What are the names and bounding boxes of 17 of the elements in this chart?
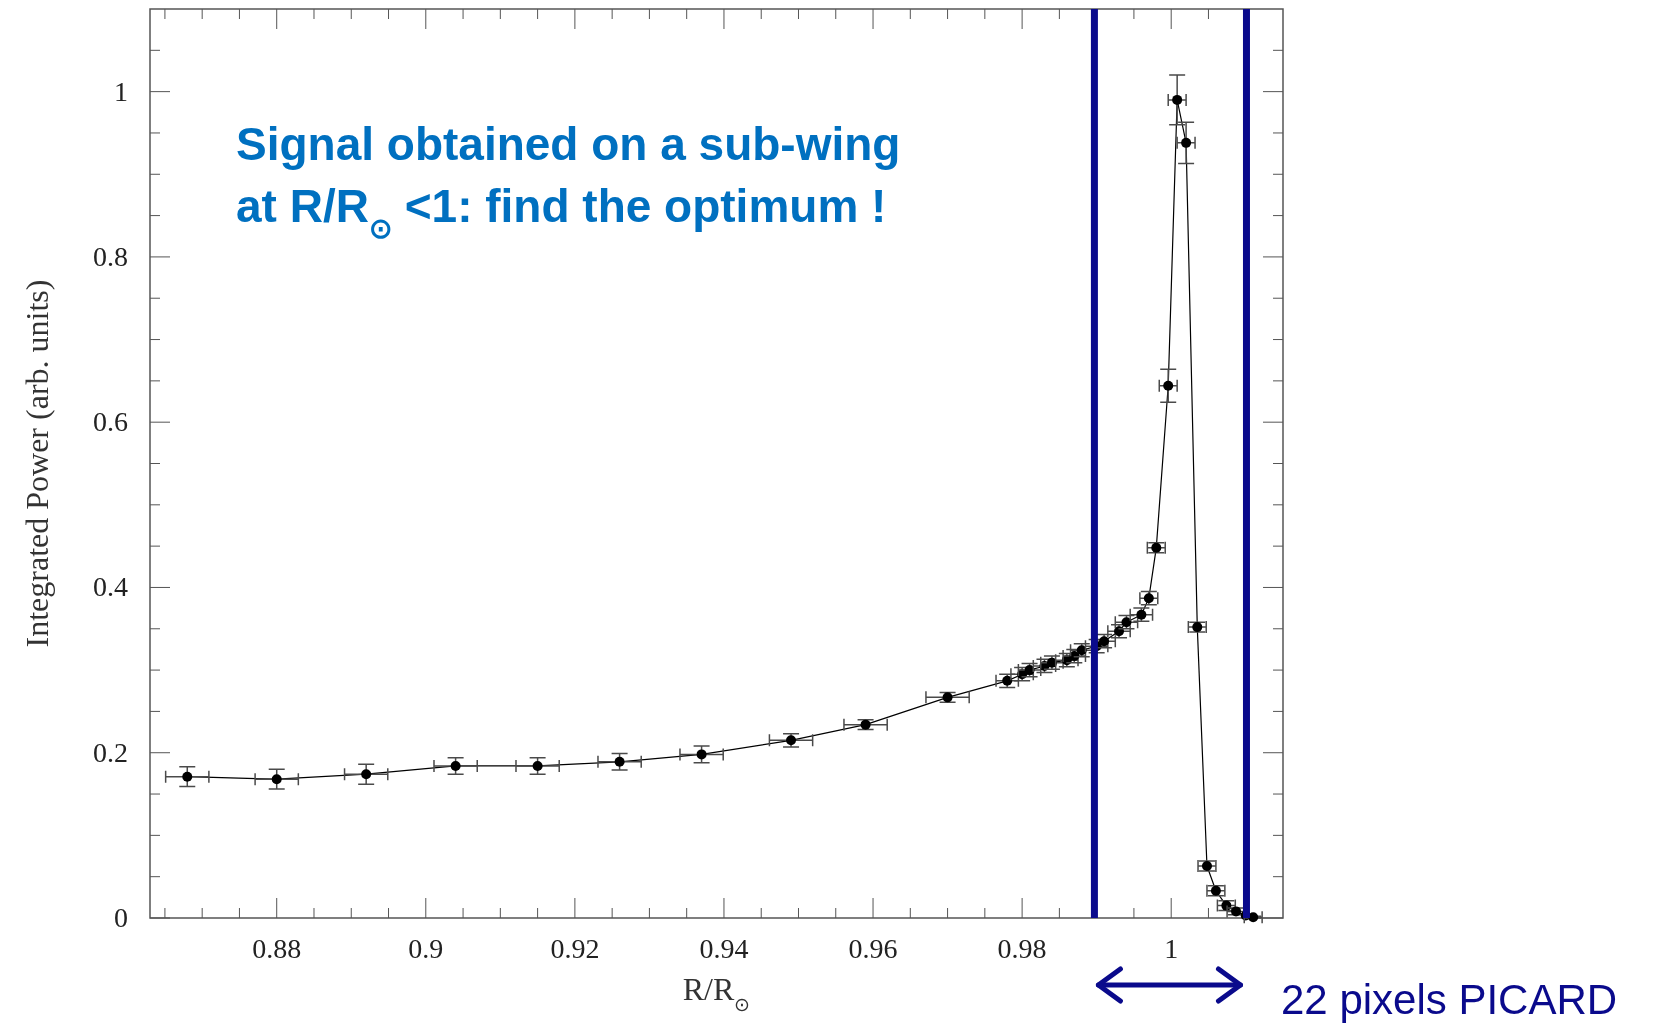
x-tick-label: 0.88 — [252, 933, 302, 964]
y-tick-label: 0.2 — [93, 736, 128, 768]
x-tick-label: 1 — [1164, 933, 1179, 964]
y-tick-label: 0.8 — [93, 240, 128, 272]
annotation: Signal obtained on a sub-wing at R/R$_{⊙}$ <1: find the optimum ! — [236, 118, 901, 244]
y-tick-label: 1 — [114, 75, 128, 107]
y-tick-label: 0.6 — [93, 406, 128, 438]
y-tick-label: 0 — [114, 902, 128, 933]
x-tick-label: 0.92 — [550, 933, 600, 964]
y-axis-title: Integrated Power (arb. units) — [19, 279, 55, 648]
x-axis-title: R/R$_{⊙}$ — [682, 971, 751, 1015]
text: 22 pixels PICARD — [1281, 976, 1618, 1023]
x-tick-label: 0.9 — [408, 933, 444, 964]
x-tick-label: 0.98 — [997, 933, 1047, 964]
x-tick-label: 0.96 — [848, 933, 898, 964]
y-tick-label: 0.4 — [93, 571, 128, 603]
x-tick-label: 0.94 — [699, 933, 749, 964]
